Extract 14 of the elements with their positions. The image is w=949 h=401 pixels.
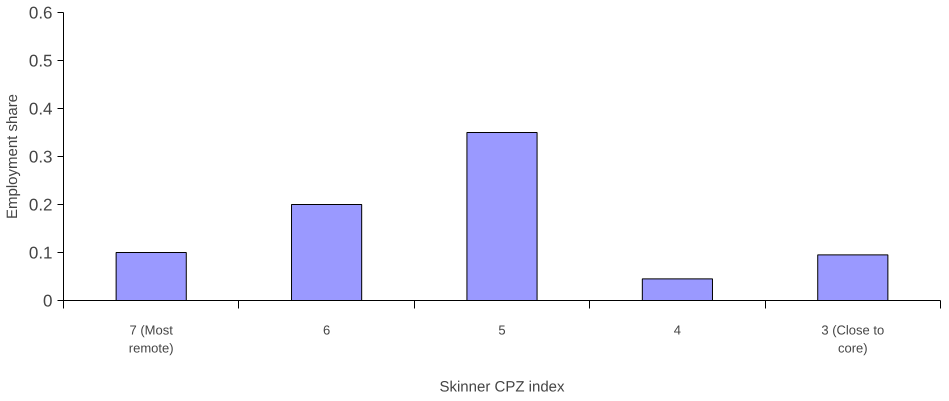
x-axis-title: Skinner CPZ index <box>439 378 566 396</box>
x-tick-label: 6 <box>322 322 330 338</box>
y-tick-label: 0.1 <box>28 244 53 262</box>
y-tick-label: 0.4 <box>28 100 53 118</box>
y-tick-label: 0.3 <box>28 148 53 166</box>
y-tick-label: 0.5 <box>28 52 53 70</box>
y-axis-title: Employment share <box>4 94 21 220</box>
x-tick-label: 4 <box>674 322 682 338</box>
x-tick-label: 5 <box>498 322 506 338</box>
y-tick-label: 0.6 <box>28 4 53 22</box>
y-tick-label: 0 <box>43 292 53 310</box>
y-tick-label: 0.2 <box>28 196 53 214</box>
x-tick-label: 3 (Close to core) <box>821 322 884 356</box>
x-tick-label: 7 (Most remote) <box>128 322 174 356</box>
